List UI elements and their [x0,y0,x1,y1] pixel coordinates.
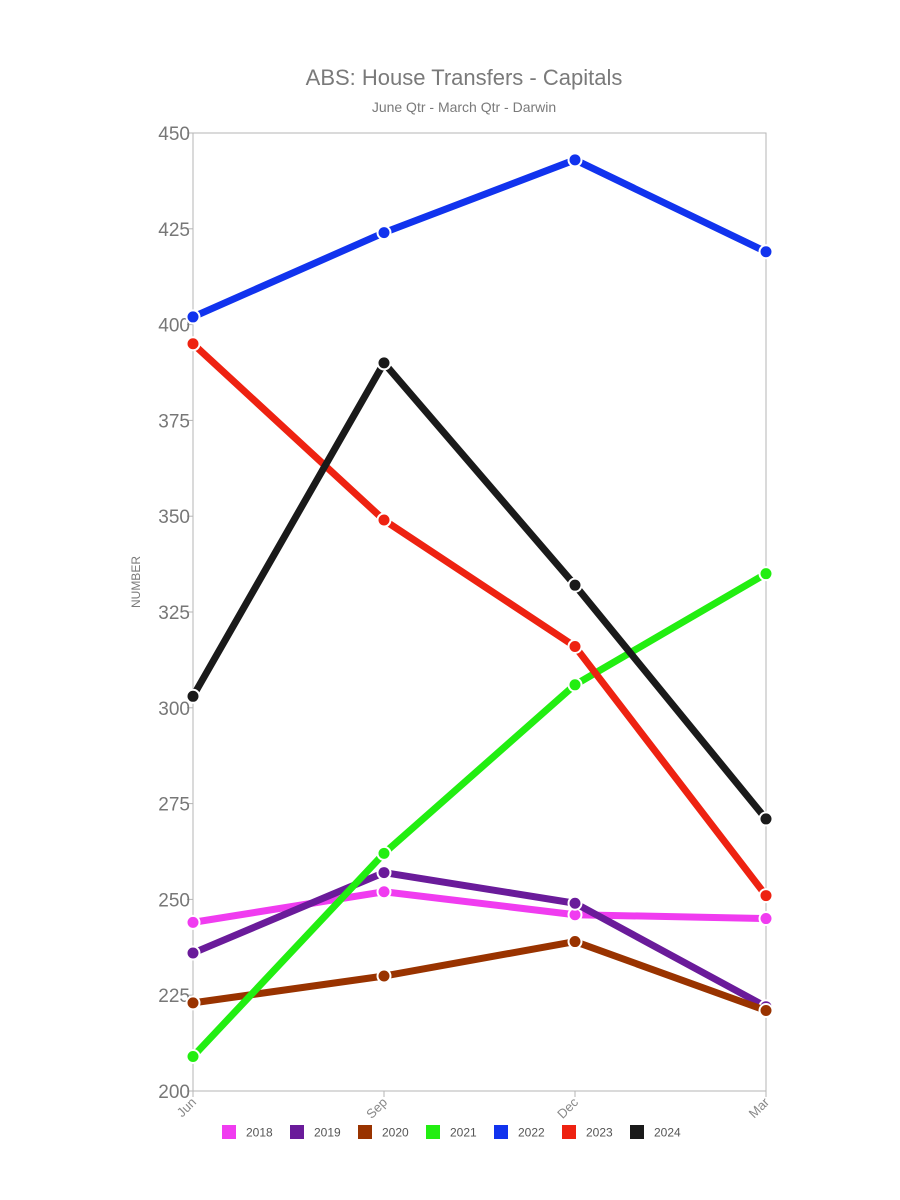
series-line [189,888,770,926]
data-point[interactable] [376,865,392,881]
y-tick-label: 300 [158,699,190,720]
x-tick-label: Mar [746,1094,773,1121]
y-axis: 200 225 250 275 300 325 350 375 400 425 450 [158,124,193,1103]
data-point[interactable] [185,336,201,352]
legend-swatch [222,1125,236,1139]
series-2019 [185,865,774,1015]
data-point[interactable] [376,845,392,861]
legend-item-2020[interactable]: 2020 [358,1125,409,1140]
x-tick-label: Dec [554,1094,581,1121]
data-point[interactable] [185,945,201,961]
series-2023 [185,336,774,904]
legend-swatch [290,1125,304,1139]
data-point[interactable] [567,677,583,693]
data-point[interactable] [376,355,392,371]
data-point[interactable] [567,577,583,593]
y-tick-label: 375 [158,411,190,432]
data-point[interactable] [376,968,392,984]
legend-swatch [562,1125,576,1139]
data-point[interactable] [758,888,774,904]
legend-swatch [630,1125,644,1139]
data-point[interactable] [567,934,583,950]
data-point[interactable] [185,688,201,704]
legend-item-2021[interactable]: 2021 [426,1125,477,1140]
series-line [189,340,770,900]
data-point[interactable] [185,1049,201,1065]
y-tick-label: 450 [158,124,190,145]
y-tick-label: 200 [158,1082,190,1103]
series-2024 [185,355,774,827]
y-tick-label: 425 [158,220,190,241]
chart-subtitle: June Qtr - March Qtr - Darwin [372,99,556,115]
series-line [189,869,770,1011]
legend-item-2019[interactable]: 2019 [290,1125,341,1140]
legend-swatch [358,1125,372,1139]
series-line [189,156,770,321]
legend-item-2018[interactable]: 2018 [222,1125,273,1140]
series-line [189,570,770,1061]
y-tick-label: 275 [158,795,190,816]
legend-label: 2020 [382,1126,409,1140]
series-2021 [185,566,774,1065]
y-tick-label: 225 [158,986,190,1007]
legend-label: 2018 [246,1126,273,1140]
data-point[interactable] [376,225,392,241]
data-point[interactable] [567,895,583,911]
data-point[interactable] [185,995,201,1011]
series-line [189,359,770,823]
data-point[interactable] [376,512,392,528]
series-2022 [185,152,774,325]
data-point[interactable] [758,911,774,927]
data-point[interactable] [567,152,583,168]
series-2018 [185,884,774,930]
data-point[interactable] [376,884,392,900]
legend-label: 2021 [450,1126,477,1140]
x-axis: Jun Sep Dec Mar [174,1091,773,1121]
data-point[interactable] [758,566,774,582]
legend-item-2023[interactable]: 2023 [562,1125,613,1140]
data-point[interactable] [185,914,201,930]
chart-title: ABS: House Transfers - Capitals [306,65,623,90]
x-tick-label: Sep [363,1095,390,1122]
series-2020 [185,934,774,1019]
data-point[interactable] [567,638,583,654]
series-line [189,938,770,1015]
legend-label: 2023 [586,1126,613,1140]
y-tick-label: 325 [158,603,190,624]
data-point[interactable] [185,309,201,325]
legend-swatch [426,1125,440,1139]
legend: 2018 2019 2020 2021 2022 2023 2024 [222,1125,681,1140]
legend-label: 2022 [518,1126,545,1140]
y-tick-label: 400 [158,316,190,337]
legend-swatch [494,1125,508,1139]
series-layer [185,152,774,1065]
legend-item-2024[interactable]: 2024 [630,1125,681,1140]
legend-label: 2024 [654,1126,681,1140]
y-axis-label: NUMBER [129,556,143,608]
data-point[interactable] [758,244,774,260]
legend-item-2022[interactable]: 2022 [494,1125,545,1140]
data-point[interactable] [758,1003,774,1019]
data-point[interactable] [758,811,774,827]
y-tick-label: 350 [158,507,190,528]
y-tick-label: 250 [158,890,190,911]
legend-label: 2019 [314,1126,341,1140]
